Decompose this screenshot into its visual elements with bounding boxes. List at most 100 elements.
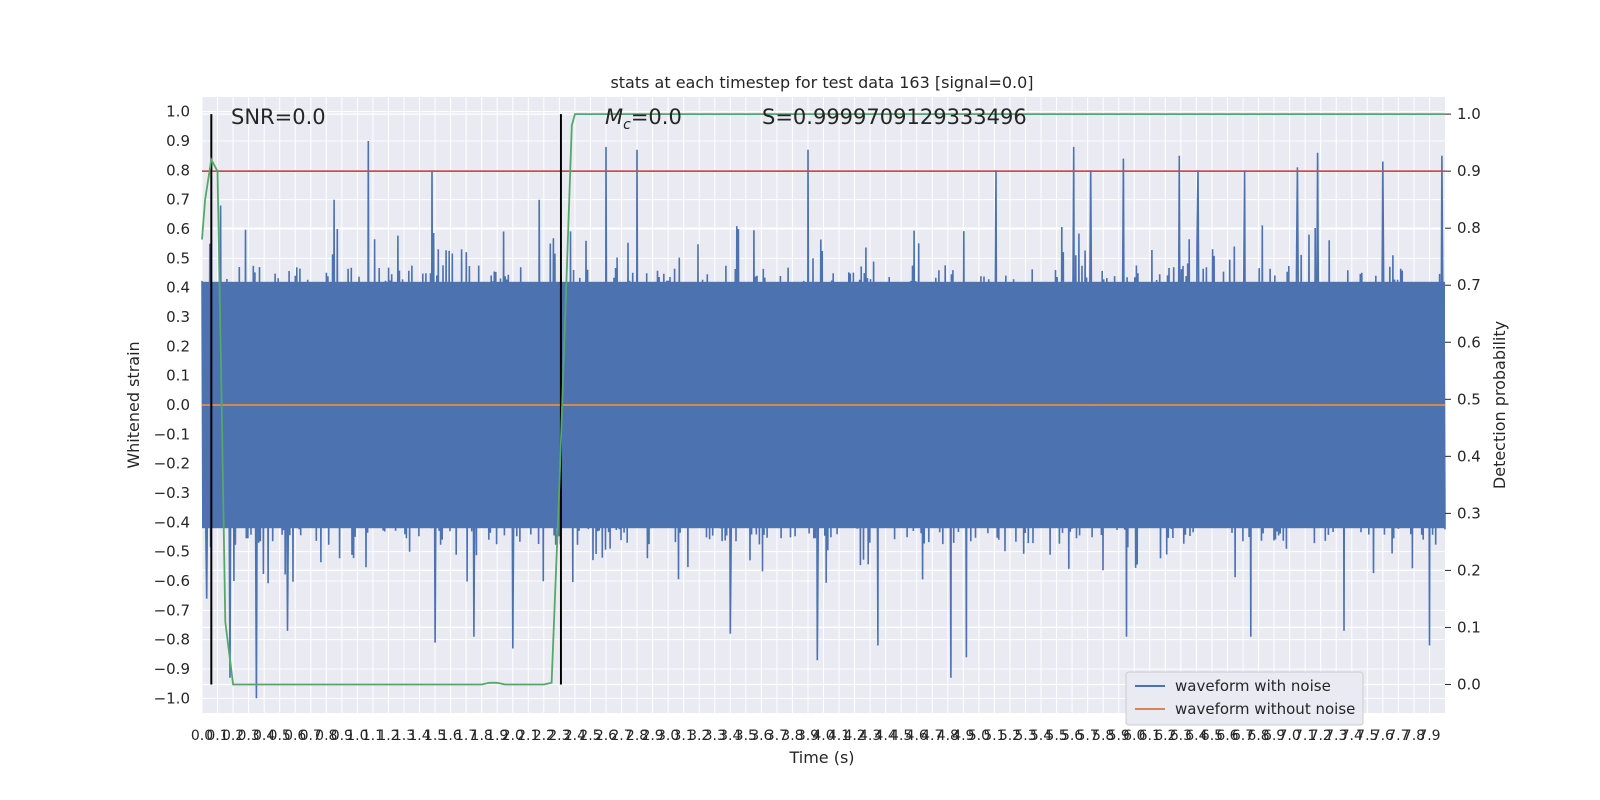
x-tick: 4.6 <box>906 728 928 744</box>
overlay-lines <box>201 113 1445 686</box>
x-tick: 6.5 <box>1201 728 1223 744</box>
x-tick: 0.7 <box>300 728 322 744</box>
legend: waveform with noise waveform without noi… <box>1125 671 1364 726</box>
x-tick: 7.2 <box>1310 728 1332 744</box>
x-tick: 1.9 <box>486 728 508 744</box>
x-tick: 0.8 <box>315 728 337 744</box>
y-ticks-left: −1.0 −0.9 −0.8 −0.7 −0.6 −0.5 −0.4 −0.3 −0.2 −0.1… <box>154 103 190 708</box>
x-tick: 5.2 <box>999 728 1021 744</box>
x-tick: 4.8 <box>937 728 959 744</box>
x-tick: 7.9 <box>1418 728 1440 744</box>
x-ticks: 0.00.10.20.30.40.50.60.70.80.91.01.11.21… <box>191 728 1441 744</box>
y-tick-left: 0.1 <box>166 367 190 385</box>
x-tick: 4.9 <box>952 728 974 744</box>
legend-label-clean: waveform without noise <box>1175 700 1355 718</box>
x-tick: 1.2 <box>377 728 399 744</box>
x-tick: 2.1 <box>517 728 539 744</box>
y-tick-left: −0.7 <box>154 601 190 619</box>
x-tick: 6.9 <box>1263 728 1285 744</box>
mc-subscript: c <box>623 117 631 133</box>
x-tick: 2.0 <box>502 728 524 744</box>
y-tick-right: 0.5 <box>1457 390 1481 408</box>
y-tick-right: 0.1 <box>1457 618 1481 636</box>
x-tick: 6.2 <box>1154 728 1176 744</box>
x-tick: 2.6 <box>595 728 617 744</box>
x-tick: 0.2 <box>222 728 244 744</box>
y-tick-left: 0.8 <box>166 161 190 179</box>
x-tick: 3.3 <box>704 728 726 744</box>
y-tick-right: 0.7 <box>1457 276 1481 294</box>
x-tick: 6.4 <box>1185 728 1207 744</box>
x-tick: 1.7 <box>455 728 477 744</box>
y-tick-left: −0.6 <box>154 572 190 590</box>
y-tick-left: −0.1 <box>154 425 190 443</box>
mc-value: =0.0 <box>631 105 682 129</box>
y-tick-left: 1.0 <box>166 103 190 121</box>
x-tick: 3.6 <box>750 728 772 744</box>
mc-annotation: Mc=0.0 <box>605 105 682 133</box>
x-tick: 0.0 <box>191 728 213 744</box>
probability-line <box>201 113 1445 686</box>
y-tick-left: −0.8 <box>154 631 190 649</box>
x-tick: 6.6 <box>1216 728 1238 744</box>
x-tick: 6.7 <box>1232 728 1254 744</box>
y-ticks-right: 0.0 0.1 0.2 0.3 0.4 0.5 0.6 0.7 0.8 0.9 1.0 <box>1445 105 1481 693</box>
x-tick: 0.3 <box>237 728 259 744</box>
y-tick-right: 1.0 <box>1457 105 1481 123</box>
y-tick-right: 0.3 <box>1457 504 1481 522</box>
x-tick: 7.7 <box>1387 728 1409 744</box>
x-tick: 3.5 <box>735 728 757 744</box>
x-tick: 7.4 <box>1341 728 1363 744</box>
x-tick: 3.2 <box>688 728 710 744</box>
x-tick: 4.1 <box>828 728 850 744</box>
y-tick-left: 0.3 <box>166 308 190 326</box>
x-tick: 5.5 <box>1045 728 1067 744</box>
y-tick-right: 0.4 <box>1457 447 1481 465</box>
x-tick: 2.2 <box>533 728 555 744</box>
y-tick-left: 0.9 <box>166 132 190 150</box>
x-tick: 5.4 <box>1030 728 1052 744</box>
x-tick: 0.5 <box>269 728 291 744</box>
x-tick: 7.5 <box>1356 728 1378 744</box>
y-tick-right: 0.8 <box>1457 219 1481 237</box>
y-axis-label-right: Detection probability <box>1490 321 1509 489</box>
x-tick: 1.3 <box>393 728 415 744</box>
x-tick: 3.1 <box>673 728 695 744</box>
y-tick-left: −1.0 <box>154 689 190 707</box>
x-tick: 2.3 <box>548 728 570 744</box>
y-tick-left: −0.2 <box>154 455 190 473</box>
x-tick: 4.4 <box>875 728 897 744</box>
x-tick: 6.0 <box>1123 728 1145 744</box>
x-tick: 5.0 <box>968 728 990 744</box>
x-tick: 3.9 <box>797 728 819 744</box>
x-tick: 0.1 <box>206 728 228 744</box>
chart-title: stats at each timestep for test data 163… <box>610 73 1033 92</box>
x-tick: 4.5 <box>890 728 912 744</box>
x-tick: 4.0 <box>812 728 834 744</box>
y-tick-left: −0.5 <box>154 543 190 561</box>
x-tick: 7.0 <box>1278 728 1300 744</box>
y-tick-left: −0.4 <box>154 513 190 531</box>
x-tick: 6.8 <box>1247 728 1269 744</box>
x-tick: 0.4 <box>253 728 275 744</box>
x-tick: 3.8 <box>781 728 803 744</box>
x-tick: 1.4 <box>408 728 430 744</box>
x-tick: 2.7 <box>610 728 632 744</box>
x-tick: 2.4 <box>564 728 586 744</box>
x-axis-label: Time (s) <box>788 748 854 767</box>
x-tick: 7.6 <box>1372 728 1394 744</box>
x-tick: 4.7 <box>921 728 943 744</box>
x-tick: 5.3 <box>1014 728 1036 744</box>
x-tick: 3.4 <box>719 728 741 744</box>
y-tick-right: 0.9 <box>1457 162 1481 180</box>
x-tick: 7.8 <box>1403 728 1425 744</box>
noisy-waveform-line <box>201 140 1446 699</box>
x-tick: 1.6 <box>439 728 461 744</box>
y-tick-right: 0.6 <box>1457 333 1481 351</box>
y-tick-left: 0.6 <box>166 220 190 238</box>
x-tick: 3.0 <box>657 728 679 744</box>
x-tick: 1.1 <box>362 728 384 744</box>
x-tick: 4.2 <box>843 728 865 744</box>
x-tick: 7.1 <box>1294 728 1316 744</box>
